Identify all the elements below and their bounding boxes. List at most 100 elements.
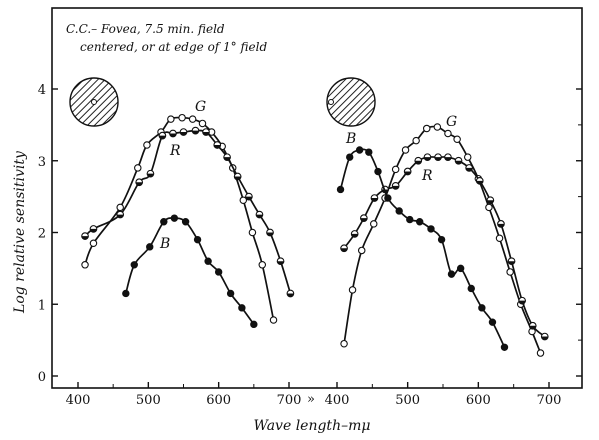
point-r-right xyxy=(444,153,452,162)
point-g-left xyxy=(198,119,207,128)
point-b-left xyxy=(204,257,212,265)
point-r-left xyxy=(81,232,89,240)
point-r-left xyxy=(286,289,295,298)
point-b-right xyxy=(336,185,345,194)
point-b-left xyxy=(238,304,246,312)
point-b-right xyxy=(355,146,364,154)
x-tick-label: 600 xyxy=(466,393,491,408)
series-label-b-right: B xyxy=(345,131,356,147)
point-g-left xyxy=(134,164,142,172)
point-r-left xyxy=(169,129,177,138)
point-b-right xyxy=(406,215,414,224)
point-b-left xyxy=(170,214,179,222)
point-r-left xyxy=(255,210,264,219)
point-g-right xyxy=(506,268,514,276)
point-g-left xyxy=(143,141,151,149)
point-g-right xyxy=(536,349,545,357)
x-tick-label: 400 xyxy=(66,393,91,408)
point-b-right xyxy=(437,235,446,244)
y-axis-label: Log relative sensitivity xyxy=(12,150,28,314)
point-r-right xyxy=(403,167,412,176)
point-b-right xyxy=(395,207,403,215)
series-label-g-left: G xyxy=(195,99,206,115)
axis-break-symbol: » xyxy=(307,392,315,407)
series-label-r-left: R xyxy=(169,143,181,159)
point-g-right xyxy=(453,135,461,143)
series-label-r-right: R xyxy=(421,168,433,184)
point-r-left xyxy=(202,128,210,136)
x-tick-label: 700 xyxy=(537,393,562,408)
point-r-left xyxy=(135,178,144,187)
annotation-line-1: C.C.– Fovea, 7.5 min. field xyxy=(66,22,225,36)
point-r-right xyxy=(465,164,473,172)
point-b-left xyxy=(160,218,168,226)
y-tick-label: 2 xyxy=(38,227,46,242)
point-r-right xyxy=(423,153,432,162)
point-b-right xyxy=(365,148,373,156)
point-r-left xyxy=(146,169,155,178)
y-tick-label: 3 xyxy=(38,155,46,170)
point-r-left xyxy=(213,141,222,149)
point-r-right xyxy=(507,257,516,266)
point-b-right xyxy=(374,167,382,176)
point-b-right xyxy=(427,225,435,233)
point-b-left xyxy=(181,218,190,226)
point-r-right xyxy=(540,332,549,341)
x-tick-label: 500 xyxy=(136,393,161,408)
point-g-left xyxy=(89,239,98,248)
point-r-left xyxy=(116,210,125,219)
point-r-right xyxy=(497,220,505,228)
point-b-left xyxy=(193,235,202,244)
point-g-left xyxy=(81,261,89,269)
point-g-left xyxy=(188,115,197,123)
point-g-left xyxy=(116,203,124,212)
point-r-right xyxy=(434,153,442,162)
x-tick-label: 700 xyxy=(277,393,302,408)
annotation-line-2: centered, or at edge of 1° field xyxy=(80,40,267,54)
point-r-left xyxy=(233,172,242,181)
point-r-right xyxy=(391,182,400,190)
point-g-left xyxy=(239,196,248,204)
point-b-right xyxy=(456,264,465,273)
plot-frame xyxy=(51,7,583,389)
point-b-right xyxy=(488,318,497,326)
x-tick-label: 400 xyxy=(325,393,350,408)
field-icon-centered xyxy=(69,77,119,127)
point-g-right xyxy=(433,123,442,131)
point-b-left xyxy=(214,268,223,276)
point-b-right xyxy=(415,218,424,226)
point-r-left xyxy=(179,128,188,136)
point-r-right xyxy=(475,176,484,185)
field-icon-edge xyxy=(326,77,376,127)
point-r-right xyxy=(370,194,379,202)
point-r-right xyxy=(360,214,368,222)
point-g-right xyxy=(348,286,357,294)
y-tick-label: 4 xyxy=(38,83,46,98)
series-label-b-left: B xyxy=(159,236,170,252)
point-r-right xyxy=(454,156,463,165)
point-r-left xyxy=(89,225,98,233)
point-g-right xyxy=(357,246,366,255)
point-r-right xyxy=(414,156,423,165)
point-g-right xyxy=(401,146,410,154)
x-tick-label: 600 xyxy=(206,393,231,408)
point-b-right xyxy=(384,194,392,202)
point-g-left xyxy=(167,115,175,123)
point-r-left xyxy=(223,153,231,162)
point-g-left xyxy=(248,228,257,237)
x-tick-label: 500 xyxy=(395,393,420,408)
point-g-right xyxy=(340,339,348,348)
point-r-right xyxy=(350,230,359,238)
point-b-left xyxy=(226,289,235,298)
point-r-right xyxy=(486,196,495,205)
point-g-right xyxy=(485,203,493,212)
point-b-left xyxy=(146,243,154,251)
y-tick-label: 1 xyxy=(38,298,46,313)
point-r-left xyxy=(276,257,285,266)
point-g-right xyxy=(369,220,378,228)
point-r-right xyxy=(528,321,537,330)
point-r-left xyxy=(191,126,200,135)
series-label-g-right: G xyxy=(446,114,457,130)
point-g-right xyxy=(463,153,472,161)
